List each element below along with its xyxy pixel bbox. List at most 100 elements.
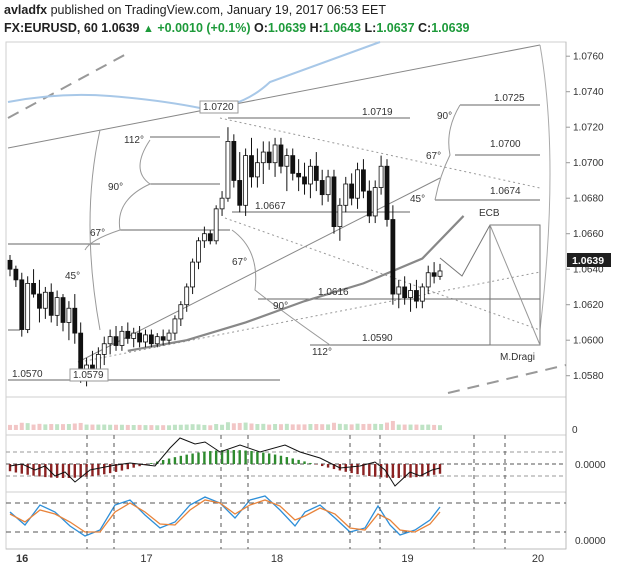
ecb-projection-path — [439, 224, 541, 346]
histogram-bar — [244, 450, 247, 464]
author-name[interactable]: avladfx — [4, 3, 48, 17]
arc — [539, 44, 551, 331]
candle-body — [107, 336, 113, 345]
histogram-bar — [79, 464, 82, 478]
price-tick-label: 1.0700 — [573, 158, 604, 169]
volume-bar — [119, 424, 124, 430]
ecb-projection-diagonal — [489, 224, 541, 346]
volume-bar — [408, 424, 413, 430]
candle-body — [366, 190, 372, 217]
angle-label: 45° — [410, 194, 425, 205]
price-tick-label: 1.0580 — [573, 371, 604, 382]
level-label: 1.0616 — [318, 287, 349, 298]
histogram-bar — [226, 450, 230, 464]
price-tick-label: 1.0660 — [573, 229, 604, 240]
histogram-bar — [391, 464, 395, 478]
candle-body — [408, 290, 413, 298]
angle-label: 67° — [90, 228, 105, 239]
candle-body — [378, 165, 384, 188]
volume-bar — [355, 423, 360, 430]
histogram-bar — [350, 464, 353, 474]
histogram-bar — [415, 464, 418, 478]
volume-bar — [337, 423, 342, 430]
histogram-bar — [67, 464, 71, 478]
up-arrow-icon: ▲ — [142, 23, 154, 35]
price-axis[interactable]: 1.0760 1.0740 1.0720 1.0700 1.0680 1.0660 1.06… — [566, 52, 604, 383]
candle-body — [290, 155, 296, 174]
histogram-bar — [38, 464, 41, 477]
candle-body — [60, 297, 66, 323]
level-label: 1.0579 — [73, 370, 104, 381]
candle-body — [272, 144, 278, 164]
histogram-bar — [173, 457, 177, 464]
volume-bar — [243, 422, 248, 430]
histogram-bar — [144, 464, 147, 465]
volume-bar — [361, 424, 366, 430]
candle-body — [160, 336, 166, 341]
open-label: O: — [253, 21, 268, 35]
angle-label: 67° — [426, 151, 441, 162]
volume-bar — [308, 424, 313, 430]
histogram-bar — [179, 455, 183, 464]
histogram-bar — [291, 458, 294, 464]
time-tick-label: 18 — [271, 553, 283, 565]
price-tick-label: 1.0620 — [573, 300, 604, 311]
histogram-bar — [297, 459, 300, 464]
angle-label: 112° — [124, 135, 144, 146]
volume-bar — [402, 424, 407, 430]
level-label: 1.0700 — [490, 139, 521, 150]
candle-body — [437, 270, 443, 277]
histogram-bar — [303, 461, 306, 464]
histogram-bar — [285, 457, 289, 464]
candle-body — [31, 282, 36, 295]
channel-upper-line — [7, 44, 541, 149]
candle-body — [37, 293, 42, 309]
volume-bar — [108, 424, 113, 430]
stochastic-pane — [6, 495, 566, 537]
histogram-bar — [309, 462, 312, 464]
candle-body — [7, 259, 13, 270]
volume-bar — [96, 424, 101, 430]
volume-bar — [37, 423, 42, 430]
volume-bar — [208, 425, 213, 430]
histogram-bar — [132, 464, 135, 468]
volume-bar — [414, 424, 419, 430]
current-price-label: 1.0639 — [572, 255, 604, 267]
candle-body — [178, 304, 184, 320]
volume-bar — [131, 425, 136, 430]
volume-bar — [390, 420, 395, 430]
angle-label: 67° — [232, 257, 247, 268]
histogram-bar — [332, 464, 336, 470]
stochastic-d-line — [9, 499, 441, 533]
chart-area[interactable]: 1.0760 1.0740 1.0720 1.0700 1.0680 1.0660 1.06… — [0, 40, 619, 573]
arc — [434, 104, 461, 201]
ma-path — [127, 215, 465, 352]
volume-bar — [331, 422, 336, 430]
candle-body — [13, 268, 19, 281]
volume-bar — [379, 424, 384, 430]
volume-bar — [214, 424, 219, 430]
volume-bar — [326, 424, 331, 430]
volume-bar — [220, 424, 225, 430]
candle-body — [231, 140, 237, 181]
histogram-bar — [209, 451, 212, 464]
volume-bar — [267, 424, 272, 430]
candle-body — [396, 286, 402, 295]
volume-bar — [161, 425, 166, 430]
candles — [7, 127, 443, 387]
candle-body — [237, 180, 243, 206]
candle-body — [72, 307, 78, 334]
time-axis[interactable]: 16 17 18 19 20 — [16, 553, 544, 565]
volume-bar — [149, 425, 154, 430]
volume-bar — [231, 423, 236, 430]
candle-body — [225, 140, 231, 199]
volume-bar — [349, 424, 354, 430]
histogram-bar — [256, 451, 259, 464]
histogram-bar — [185, 454, 188, 464]
candle-body — [260, 151, 266, 164]
histogram-bar — [320, 464, 324, 467]
candle-body — [95, 353, 101, 371]
oscillator-axis-tick: 0.0000 — [575, 460, 606, 471]
candle-body — [431, 272, 437, 277]
candle-body — [48, 291, 54, 316]
